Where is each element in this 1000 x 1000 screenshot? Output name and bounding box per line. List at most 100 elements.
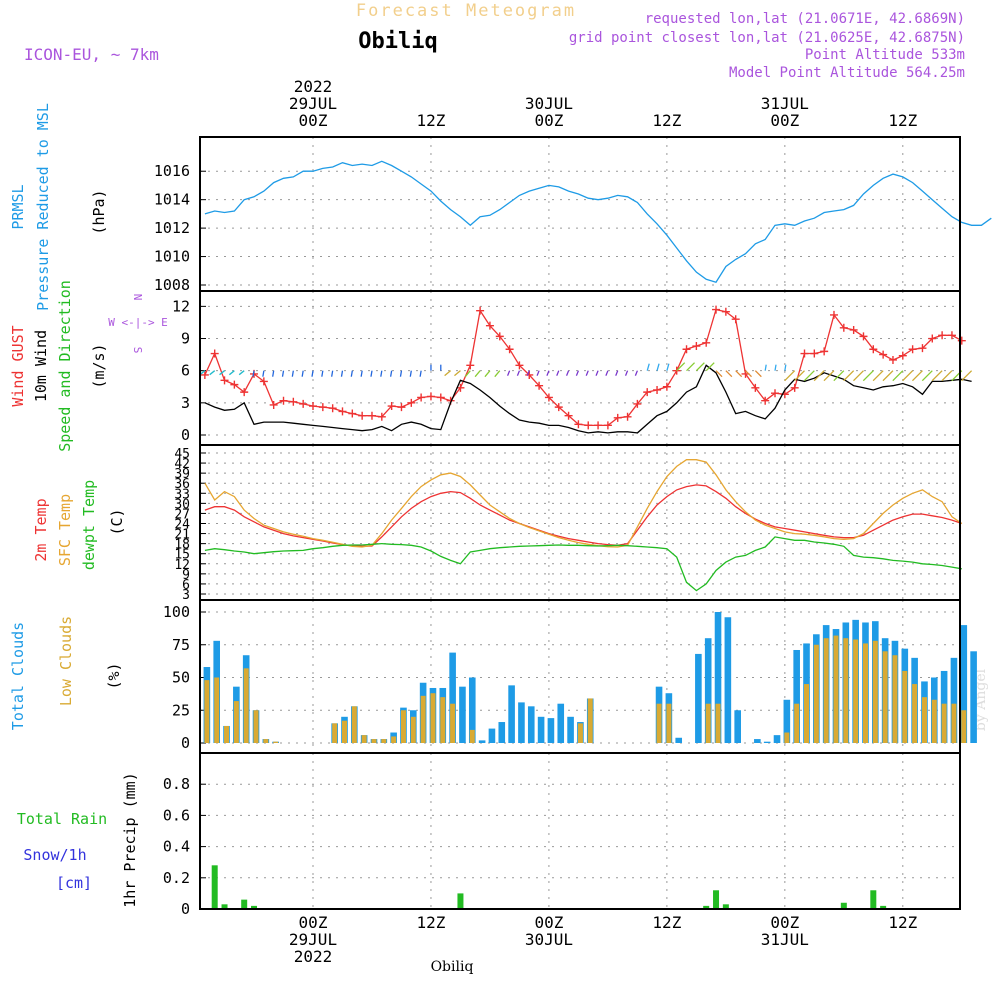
time-label-line: 00Z [534,913,563,932]
gust-point [790,383,799,392]
total-cloud-bar [518,702,525,743]
gust-point [230,380,239,389]
wind-arrow [686,362,695,372]
low-cloud-bar [833,635,839,743]
product-title: Forecast Meteogram [356,1,576,21]
gust-point [603,421,612,430]
wind-arrow [516,370,521,376]
total-cloud-bar [793,649,800,743]
watermark: by Angel [973,668,989,731]
wind-arrow [823,370,835,382]
low-cloud-bar [843,638,849,743]
y-tick-label: 1012 [154,219,190,237]
time-label-line: 30JUL [525,930,573,949]
low-cloud-bar [892,655,898,743]
gust-point [279,396,288,405]
gust-point [348,409,357,418]
wind-arrow [454,370,461,377]
compass-n: N [131,294,144,301]
time-label-line: 29JUL [289,930,337,949]
series-line [204,459,963,548]
total-cloud-bar [970,651,977,743]
y-tick-label: 24 [174,518,190,533]
series-line [204,536,962,592]
wind-arrow [961,370,973,382]
time-label-line: 31JUL [761,930,809,949]
wind-labels: Wind GUST 10m Wind Speed and Direction (… [9,280,168,452]
low-cloud-bar [371,739,377,743]
wind-arrow [585,370,589,376]
total-cloud-bar [950,657,958,743]
gust-point [908,345,917,354]
y-tick-label: 18 [174,538,190,553]
gust-point [495,332,504,341]
total-cloud-bar [704,638,712,743]
gust-point [397,403,406,412]
low-cloud-bar [204,680,210,743]
total-cloud-bar [714,612,722,743]
total-cloud-bar [773,735,781,743]
low-cloud-bar [263,739,269,743]
total-cloud-bar [547,718,555,743]
wind-arrow [409,370,412,377]
wind-arrow [350,370,353,377]
total-cloud-bar [734,710,741,743]
panel-frame-pressure [199,136,961,292]
wind-arrow [646,363,650,371]
rain-bar [840,902,847,909]
series-line [204,308,963,427]
gust-point [820,347,829,356]
gust-point [633,399,642,408]
wind-arrow [754,370,762,378]
time-label-line: 00Z [770,111,799,130]
wind-arrow [833,370,845,382]
y-tick-label: 39 [174,467,190,482]
wind-arrow [715,370,723,378]
wind-arrow [565,370,570,376]
rain-bar [703,905,710,909]
low-cloud-bar [430,693,436,743]
bottom-time-label: 00Z 31JUL [761,913,809,949]
time-label-line: 2022 [294,77,333,96]
rain-bar [870,890,877,909]
gust-point [515,361,524,370]
gust-point [476,306,485,315]
gust-point [417,393,426,402]
gust-point [712,305,721,314]
wind-arrow [399,370,403,377]
wind-arrow [656,363,660,371]
wind-arrow [311,370,314,377]
wind-arrow [380,370,383,377]
gust-point [947,331,956,340]
low-cloud-bar [469,729,475,743]
time-label-line: 12Z [888,913,917,932]
low-cloud-bar [902,670,908,743]
pressure-labels: PRMSL Pressure Reduced to MSL (hPa) [9,103,108,311]
point-altitude: Point Altitude 533m [805,47,965,63]
gust-point [259,377,268,386]
wind-arrow [595,370,599,376]
top-time-label: 31JUL 00Z [761,94,809,130]
gust-point [938,331,947,340]
y-tick-label: 33 [174,487,190,502]
time-label-line: 12Z [417,111,446,130]
wind-arrow [745,370,752,378]
total-cloud-bar [724,617,732,743]
low-cloud-bar [961,710,967,743]
wind-arrow [272,370,275,377]
wind-arrow [725,370,733,378]
low-cloud-bar [224,725,230,743]
low-cloud-bar [214,677,220,743]
wind-arrow [536,370,540,376]
wind-label-10m: 10m Wind [32,330,50,402]
wind-arrow [764,364,767,371]
panel-frame-temperature [199,444,961,601]
chart-area: 1008101010121014101603691236912151821242… [154,77,992,966]
y-tick-label: 6 [182,578,190,593]
gust-point [653,385,662,394]
y-tick-label: 36 [174,477,190,492]
wind-arrow [634,370,638,376]
gust-point [554,403,563,412]
gust-point [289,397,298,406]
low-cloud-bar [784,732,790,743]
